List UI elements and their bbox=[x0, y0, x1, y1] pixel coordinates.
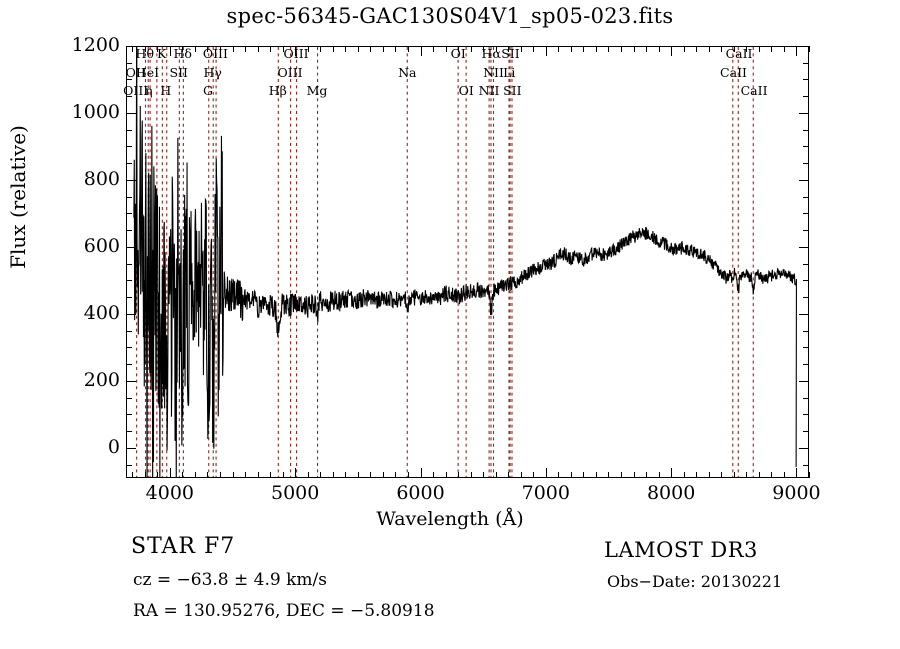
y-axis-tick-labels: 0 200 400 600 800 1000 1200 bbox=[40, 34, 120, 478]
spectral-line-label: SII bbox=[169, 64, 188, 80]
spectrum-canvas bbox=[127, 47, 808, 477]
spectrum-plot-area bbox=[126, 46, 809, 478]
page-title: spec-56345-GAC130S04V1_sp05-023.fits bbox=[226, 4, 674, 28]
flux-trace bbox=[134, 47, 797, 477]
coordinates-text: RA = 130.95276, DEC = −5.80918 bbox=[133, 601, 435, 621]
x-tick-label: 7000 bbox=[521, 482, 570, 504]
spectral-line-label: OI bbox=[458, 83, 474, 98]
x-tick bbox=[809, 472, 810, 478]
x-tick-label: 9000 bbox=[772, 482, 821, 504]
spectral-line-label: SII bbox=[501, 46, 520, 61]
y-tick-label: 0 bbox=[107, 435, 120, 458]
spectral-line-label: Hβ bbox=[268, 83, 287, 98]
spectral-line-label: NII bbox=[478, 83, 500, 98]
spectral-line-label: OIII bbox=[277, 64, 303, 80]
spectral-line-label: Hγ bbox=[203, 64, 222, 80]
x-tick bbox=[809, 46, 810, 52]
spectral-line-label: OII bbox=[125, 64, 146, 80]
spectral-line-label: H bbox=[160, 83, 172, 98]
spectral-line-label: OIII bbox=[123, 83, 149, 98]
x-tick-label: 5000 bbox=[270, 482, 320, 504]
spectral-line-label: CaII bbox=[720, 64, 747, 80]
spectral-line-label: Hδ bbox=[173, 46, 192, 61]
y-tick-label: 1200 bbox=[71, 34, 120, 56]
survey-name-text: LAMOST DR3 bbox=[604, 538, 758, 562]
spectral-line-label: K bbox=[156, 46, 167, 61]
spectral-line-label: OIII bbox=[283, 46, 309, 61]
x-axis-label: Wavelength (Å) bbox=[376, 508, 524, 530]
spectral-line-label: Li bbox=[503, 64, 516, 80]
y-tick-label: 800 bbox=[83, 167, 120, 190]
obs-date-text: Obs−Date: 20130221 bbox=[607, 572, 783, 591]
y-tick-label: 600 bbox=[83, 234, 120, 257]
spectral-line-label: Na bbox=[398, 64, 417, 80]
spectral-line-label: Mg bbox=[306, 83, 328, 98]
y-tick-label: 400 bbox=[83, 301, 120, 324]
x-tick-label: 6000 bbox=[396, 482, 445, 504]
spectral-line-label: η bbox=[145, 83, 153, 98]
y-tick-label: 200 bbox=[83, 368, 120, 391]
object-class-text: STAR F7 bbox=[131, 534, 236, 559]
spectral-line-label: OIII bbox=[202, 46, 228, 61]
spectral-line-label: G bbox=[202, 83, 213, 98]
spectral-line-label: OI bbox=[450, 46, 466, 61]
spectral-line-label: CaII bbox=[740, 83, 768, 98]
spectral-line-label: Hθ bbox=[135, 46, 154, 61]
y-tick-label: 1000 bbox=[71, 100, 120, 123]
spectral-line-label: HeI bbox=[135, 64, 160, 80]
spectral-line-label: NII bbox=[483, 64, 504, 80]
spectral-line-label: Hα bbox=[481, 46, 501, 61]
spectral-line-markers bbox=[137, 47, 754, 477]
spectral-line-label: SII bbox=[503, 83, 522, 98]
spectral-line-label: CaII bbox=[725, 46, 753, 61]
x-tick-label: 8000 bbox=[646, 482, 696, 504]
x-tick-label: 4000 bbox=[145, 482, 195, 504]
redshift-velocity-text: cz = −63.8 ± 4.9 km/s bbox=[133, 570, 327, 590]
y-axis-label: Flux (relative) bbox=[6, 125, 30, 269]
